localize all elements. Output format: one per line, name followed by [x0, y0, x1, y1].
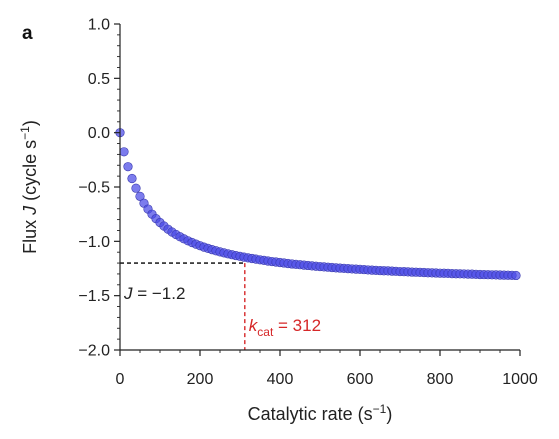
x-tick-label: 600	[347, 371, 374, 388]
data-point	[123, 162, 133, 172]
x-tick-label: 0	[116, 371, 125, 388]
data-points	[115, 128, 521, 281]
data-point	[511, 270, 521, 281]
y-tick-label: 0.0	[88, 125, 110, 142]
flux-annotation: J = −1.2	[123, 284, 185, 303]
y-tick-label: −1.0	[78, 234, 110, 251]
y-tick-label: −1.5	[78, 288, 110, 305]
x-axis-label: Catalytic rate (s−1)	[248, 402, 393, 424]
annotations: J = −1.2 kcat = 312	[123, 284, 321, 339]
y-tick-label: −2.0	[78, 343, 110, 360]
data-point	[127, 173, 137, 184]
y-tick-label: 1.0	[88, 17, 110, 34]
data-point	[131, 183, 141, 193]
y-tick-label: 0.5	[88, 71, 110, 88]
data-point	[135, 191, 145, 201]
data-point	[119, 147, 129, 157]
kcat-annotation: kcat = 312	[249, 316, 321, 339]
reference-lines	[120, 262, 246, 350]
x-tick-label: 200	[187, 371, 214, 388]
y-tick-label: −0.5	[78, 180, 110, 197]
axes: 1.0 0.5 0.0 −0.5 −1.0 −1.5 −2.0 0 200 400 600 800 10…	[18, 17, 538, 425]
x-tick-label: 400	[267, 371, 294, 388]
x-tick-label: 1000	[502, 371, 538, 388]
y-axis-label: Flux J (cycle s−1)	[18, 120, 40, 254]
x-axis-label-exponent: −1	[373, 402, 387, 416]
x-tick-label: 800	[427, 371, 454, 388]
panel-label: a	[22, 23, 33, 44]
